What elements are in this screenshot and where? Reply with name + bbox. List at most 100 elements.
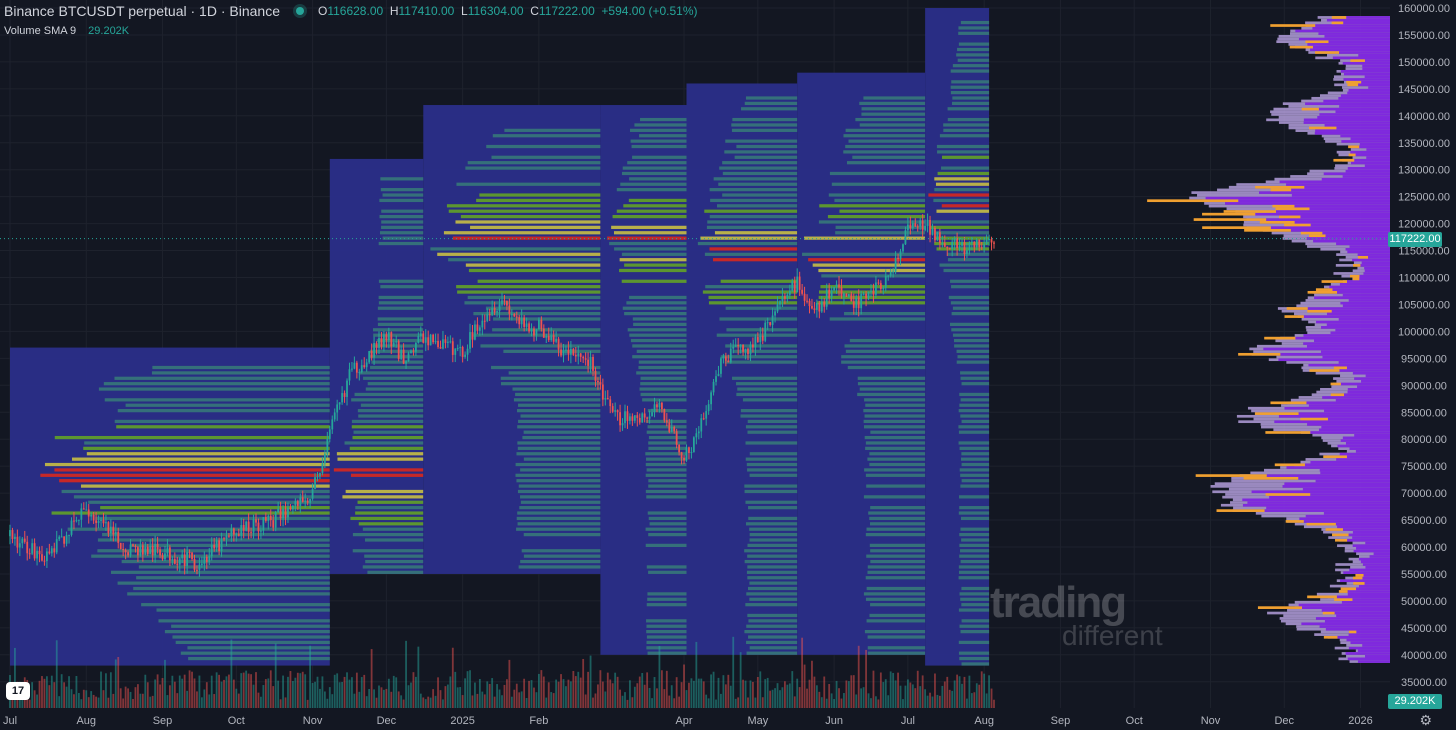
profile-row bbox=[960, 371, 990, 375]
profile-row bbox=[616, 188, 687, 192]
candle-body bbox=[43, 560, 46, 562]
volume-bar bbox=[904, 685, 907, 708]
time-tick-label: Nov bbox=[1201, 715, 1221, 727]
profile-row-down bbox=[1269, 495, 1390, 499]
volume-bar bbox=[840, 698, 843, 708]
indicator-legend[interactable]: Volume SMA 9 29.202K bbox=[4, 25, 129, 37]
volume-bar bbox=[646, 672, 649, 708]
profile-row-down bbox=[1205, 196, 1390, 200]
profile-row bbox=[731, 128, 798, 132]
profile-row bbox=[621, 279, 687, 283]
candle-body bbox=[508, 305, 511, 314]
volume-bar bbox=[631, 697, 634, 708]
volume-bar bbox=[60, 674, 63, 708]
volume-bar bbox=[299, 673, 302, 708]
profile-row bbox=[865, 403, 926, 407]
profile-row bbox=[951, 285, 990, 289]
price-tick-label: 110000.00 bbox=[1398, 273, 1449, 285]
volume-bar bbox=[437, 677, 439, 708]
profile-row bbox=[961, 419, 990, 424]
profile-row-down bbox=[1280, 352, 1390, 356]
candle-body bbox=[769, 322, 772, 325]
volume-bar bbox=[73, 694, 75, 708]
volume-bar bbox=[41, 676, 43, 708]
profile-row-down bbox=[1307, 307, 1390, 310]
profile-row bbox=[517, 441, 601, 445]
candle-body bbox=[961, 242, 963, 246]
candle-body bbox=[46, 551, 48, 562]
profile-row-highlight bbox=[1301, 107, 1319, 111]
volume-bar bbox=[973, 692, 976, 708]
volume-bar bbox=[700, 678, 703, 708]
profile-row-down bbox=[1342, 304, 1390, 308]
profile-row bbox=[130, 543, 330, 547]
candle-body bbox=[454, 348, 457, 355]
profile-row bbox=[367, 382, 424, 386]
candle-body bbox=[626, 411, 629, 421]
profile-row-down bbox=[1328, 40, 1390, 44]
candle-body bbox=[752, 344, 754, 348]
volume-bar bbox=[203, 689, 206, 708]
profile-row-highlight bbox=[1333, 366, 1347, 370]
profile-row-down bbox=[1359, 274, 1390, 278]
profile-row-down bbox=[1348, 299, 1390, 302]
candle-body bbox=[966, 250, 968, 254]
profile-row bbox=[98, 387, 330, 391]
volume-bar bbox=[405, 640, 407, 708]
profile-row-down bbox=[1251, 490, 1390, 494]
volume-bar bbox=[498, 689, 501, 708]
candle-body bbox=[587, 359, 589, 366]
profile-row-down bbox=[1365, 374, 1390, 378]
volume-bar bbox=[877, 699, 880, 708]
profile-row bbox=[742, 398, 798, 402]
profile-row bbox=[709, 247, 798, 251]
candle-body bbox=[904, 230, 907, 245]
candle-body bbox=[304, 500, 307, 502]
candle-body bbox=[481, 320, 484, 328]
profile-row bbox=[639, 387, 687, 391]
candle-body bbox=[604, 398, 607, 400]
candle-body bbox=[323, 453, 326, 464]
time-axis[interactable]: Jul Aug Sep Oct Nov Dec 2025 Feb Apr May Jun Jul Aug… bbox=[3, 715, 1373, 727]
candle-body bbox=[442, 339, 444, 349]
profile-row bbox=[500, 382, 601, 386]
profile-row bbox=[646, 468, 687, 472]
time-tick-label: Oct bbox=[1126, 715, 1143, 727]
profile-row bbox=[517, 522, 601, 526]
profile-row-down bbox=[1335, 328, 1390, 332]
volume-bar bbox=[151, 695, 154, 708]
candle-body bbox=[471, 332, 474, 340]
profile-row-down bbox=[1308, 363, 1390, 367]
profile-row-highlight bbox=[1315, 288, 1333, 291]
price-axis[interactable]: 160000.00155000.00150000.00145000.001400… bbox=[1398, 3, 1450, 689]
volume-bar bbox=[237, 693, 240, 708]
volume-bar bbox=[584, 694, 587, 708]
gear-icon[interactable]: ⚙ bbox=[1419, 712, 1432, 728]
symbol-title[interactable]: Binance BTCUSDT perpetual · 1D · Binance bbox=[4, 3, 280, 19]
candle-body bbox=[619, 412, 621, 426]
volume-bar bbox=[264, 679, 267, 708]
profile-row-down bbox=[1361, 379, 1390, 383]
profile-row-highlight bbox=[1338, 590, 1348, 593]
candle-body bbox=[560, 349, 562, 356]
profile-row bbox=[720, 355, 798, 359]
profile-row bbox=[961, 619, 990, 623]
profile-row bbox=[519, 506, 601, 510]
candle-body bbox=[114, 531, 117, 535]
profile-row-down bbox=[1315, 129, 1390, 132]
profile-row bbox=[430, 247, 601, 251]
profile-row bbox=[839, 209, 926, 213]
volume-bar bbox=[813, 676, 816, 708]
candle-body bbox=[887, 275, 890, 277]
volume-bar bbox=[75, 676, 78, 708]
volume-bar bbox=[717, 677, 720, 708]
volume-bar bbox=[574, 676, 577, 708]
profile-row bbox=[503, 349, 601, 353]
profile-row bbox=[628, 198, 687, 203]
candle-body bbox=[397, 341, 400, 360]
profile-row-down bbox=[1335, 110, 1390, 114]
volume-bar bbox=[815, 685, 818, 708]
tradingview-logo-icon[interactable]: 17 bbox=[6, 682, 30, 700]
candle-body bbox=[491, 308, 494, 315]
